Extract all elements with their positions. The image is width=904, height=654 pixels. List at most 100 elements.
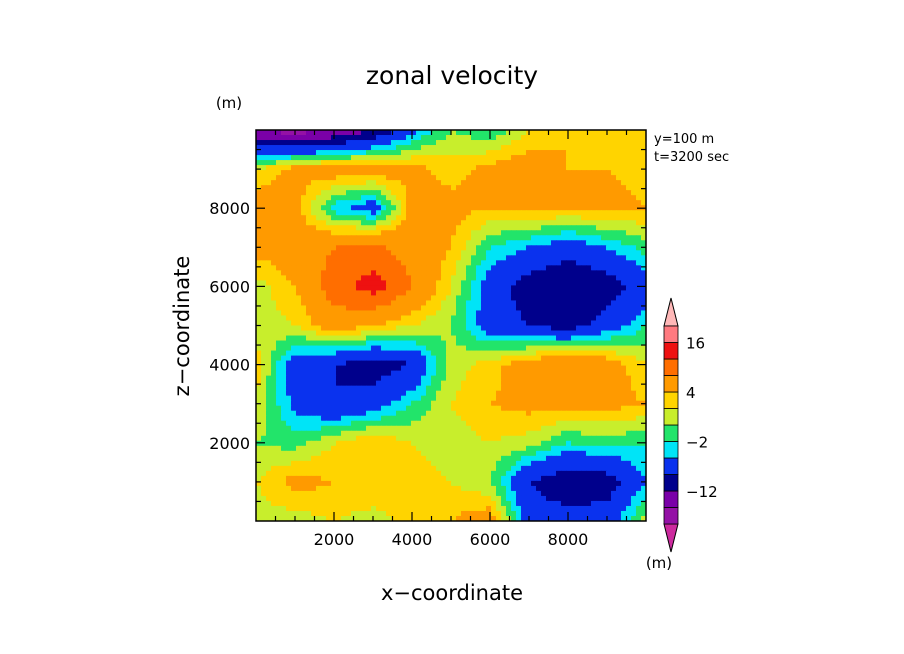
contour-cell [406,265,412,271]
contour-cell [431,375,437,382]
contour-cell [561,350,567,357]
contour-cell [356,215,362,221]
contour-cell [556,385,562,392]
contour-cell [421,235,427,241]
contour-cell [376,435,382,442]
contour-cell [381,255,387,261]
contour-cell [431,365,437,372]
contour-cell [376,145,382,151]
contour-cell [381,270,387,276]
contour-cell [566,240,572,246]
contour-cell [561,390,567,397]
contour-cell [411,415,417,422]
contour-cell [481,255,487,261]
contour-cell [531,360,537,367]
contour-cell [536,335,542,342]
contour-cell [586,435,592,442]
contour-cell [526,325,532,332]
contour-cell [371,255,377,261]
contour-cell [321,340,327,347]
contour-cell [491,325,497,332]
contour-cell [281,270,287,276]
contour-cell [486,170,492,176]
contour-cell [641,140,646,146]
contour-cell [381,205,387,211]
contour-cell [446,420,452,427]
contour-cell [301,165,307,171]
contour-cell [326,440,332,447]
contour-cell [636,295,642,302]
contour-cell [596,420,602,427]
contour-cell [301,160,307,166]
contour-cell [426,325,432,332]
contour-cell [321,145,327,151]
contour-cell [496,360,502,367]
contour-cell [511,155,517,161]
contour-cell [346,195,352,201]
contour-cell [266,245,272,251]
contour-cell [446,160,452,166]
contour-cell [261,195,267,201]
contour-cell [346,380,352,387]
contour-cell [581,335,587,342]
contour-cell [546,390,552,397]
contour-cell [281,195,287,201]
contour-cell [426,350,432,357]
contour-cell [471,340,477,347]
contour-cell [296,400,302,407]
contour-cell [531,375,537,382]
contour-cell [621,290,627,297]
contour-cell [556,410,562,417]
contour-cell [581,180,587,186]
contour-cell [426,335,432,342]
contour-cell [526,245,532,251]
contour-cell [521,160,527,166]
contour-cell [331,370,337,377]
contour-cell [506,310,512,317]
contour-cell [396,275,402,281]
contour-cell [471,165,477,171]
contour-cell [386,295,392,302]
contour-cell [331,410,337,417]
contour-cell [636,250,642,256]
contour-cell [516,365,522,372]
contour-cell [456,215,462,221]
contour-cell [406,140,412,146]
contour-cell [301,285,307,292]
contour-cell [461,405,467,412]
contour-cell [296,245,302,251]
contour-cell [511,365,517,372]
contour-cell [541,130,547,136]
contour-cell [271,185,277,191]
contour-cell [491,135,497,141]
contour-cell [276,170,282,176]
contour-cell [291,305,297,312]
contour-cell [466,270,472,276]
contour-cell [401,440,407,447]
contour-cell [536,330,542,337]
contour-cell [506,240,512,246]
contour-cell [346,235,352,241]
contour-cell [511,305,517,312]
contour-cell [361,295,367,302]
contour-cell [556,300,562,307]
contour-cell [426,435,432,442]
contour-cell [336,165,342,171]
contour-cell [481,310,487,317]
contour-cell [301,425,307,432]
contour-cell [451,145,457,151]
contour-cell [606,395,612,402]
contour-cell [556,200,562,206]
contour-cell [256,325,262,332]
contour-cell [256,380,262,387]
contour-cell [301,415,307,422]
contour-cell [576,270,582,276]
contour-cell [341,250,347,256]
contour-cell [511,425,517,432]
contour-cell [346,230,352,236]
contour-cell [356,410,362,417]
contour-cell [541,370,547,377]
contour-cell [631,140,637,146]
contour-cell [356,430,362,437]
contour-cell [296,360,302,367]
